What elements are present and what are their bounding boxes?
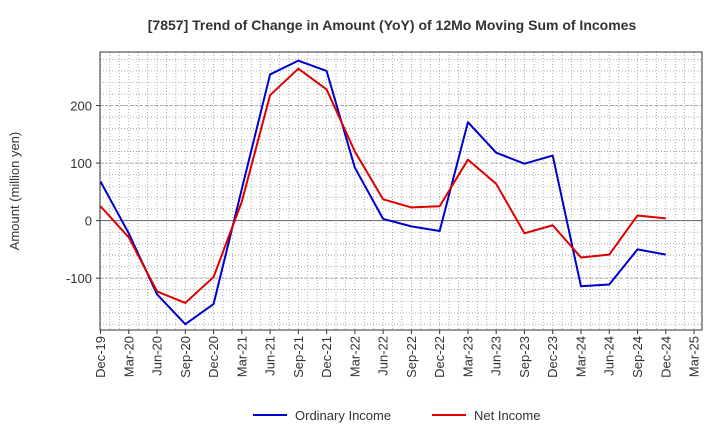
y-tick-label: 0 [85, 214, 92, 229]
x-tick-label: Sep-22 [404, 336, 419, 378]
x-tick-label: Dec-24 [658, 336, 673, 378]
x-tick-label: Mar-20 [121, 336, 136, 377]
x-tick-label: Sep-21 [291, 336, 306, 378]
x-tick-label: Jun-24 [602, 336, 617, 376]
x-tick-label: Sep-20 [178, 336, 193, 378]
x-tick-label: Sep-23 [517, 336, 532, 378]
x-tick-label: Jun-21 [263, 336, 278, 376]
x-tick-label: Mar-24 [573, 336, 588, 377]
legend-net-income-label: Net Income [474, 408, 540, 423]
y-axis-ticks: -100 0 100 200 [66, 99, 100, 287]
x-tick-label: Jun-23 [489, 336, 504, 376]
x-tick-label: Dec-19 [93, 336, 108, 378]
legend: Ordinary Income Net Income [253, 408, 540, 423]
x-axis-ticks: Dec-19 Mar-20 Jun-20 Sep-20 Dec-20 Mar-21 Jun-… [93, 330, 702, 378]
y-tick-label: -100 [66, 271, 92, 286]
y-axis-label: Amount (million yen) [7, 132, 22, 251]
y-tick-label: 100 [70, 156, 92, 171]
x-tick-label: Dec-21 [319, 336, 334, 378]
x-tick-label: Mar-22 [347, 336, 362, 377]
y-tick-label: 200 [70, 99, 92, 114]
x-tick-label: Mar-21 [234, 336, 249, 377]
x-tick-label: Dec-20 [206, 336, 221, 378]
x-tick-label: Dec-22 [432, 336, 447, 378]
x-tick-label: Mar-23 [460, 336, 475, 377]
legend-ordinary-income-label: Ordinary Income [295, 408, 391, 423]
x-tick-label: Jun-20 [150, 336, 165, 376]
x-tick-label: Mar-25 [687, 336, 702, 377]
x-tick-label: Dec-23 [545, 336, 560, 378]
x-tick-label: Sep-24 [630, 336, 645, 378]
x-tick-label: Jun-22 [376, 336, 391, 376]
plot-area [100, 52, 702, 330]
chart-title: [7857] Trend of Change in Amount (YoY) o… [148, 17, 637, 33]
